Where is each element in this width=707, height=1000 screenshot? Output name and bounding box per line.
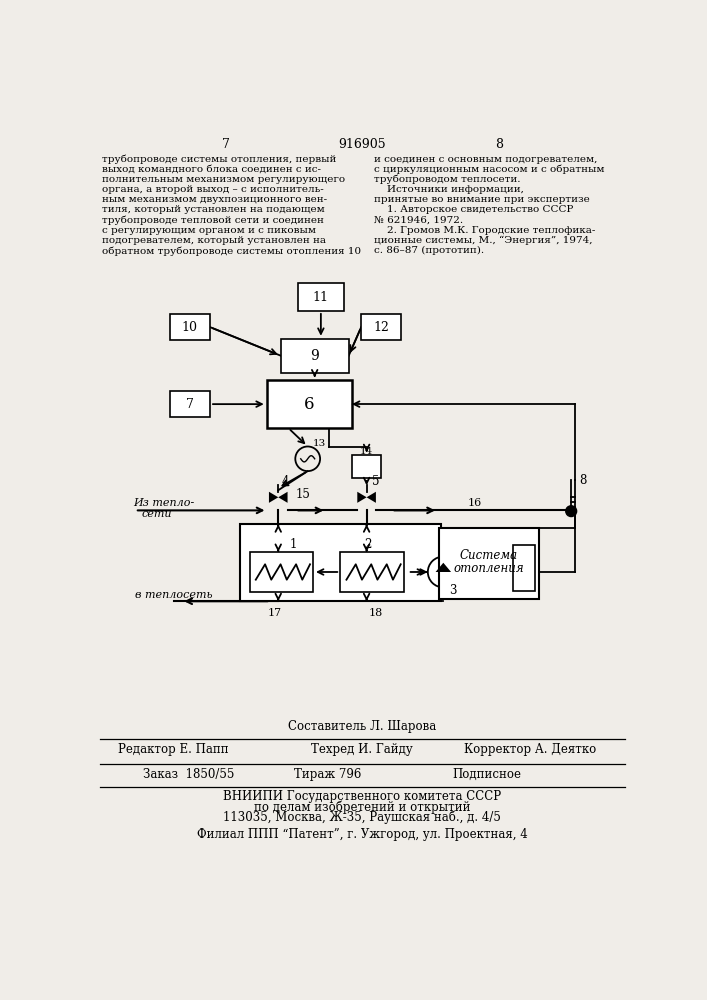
Text: тиля, который установлен на подающем: тиля, который установлен на подающем xyxy=(103,205,325,214)
Text: с. 86–87 (прототип).: с. 86–87 (прототип). xyxy=(373,246,484,255)
Text: 2: 2 xyxy=(365,538,372,551)
Text: 13: 13 xyxy=(313,439,327,448)
Text: органа, а второй выход – с исполнитель-: органа, а второй выход – с исполнитель- xyxy=(103,185,324,194)
Text: Система: Система xyxy=(460,549,518,562)
Text: обратном трубопроводе системы отопления 10: обратном трубопроводе системы отопления … xyxy=(103,246,361,256)
Text: 2. Громов М.К. Городские теплофика-: 2. Громов М.К. Городские теплофика- xyxy=(373,226,595,235)
Bar xyxy=(240,524,441,601)
Text: 7: 7 xyxy=(221,138,230,151)
Text: Корректор А. Деятко: Корректор А. Деятко xyxy=(464,743,596,756)
Text: № 621946, 1972.: № 621946, 1972. xyxy=(373,216,462,225)
Text: 8: 8 xyxy=(495,138,503,151)
Text: отопления: отопления xyxy=(454,562,525,575)
Text: выход командного блока соединен с ис-: выход командного блока соединен с ис- xyxy=(103,165,321,174)
Text: 1. Авторское свидетельство СССР: 1. Авторское свидетельство СССР xyxy=(373,205,573,214)
Polygon shape xyxy=(269,492,279,503)
Bar xyxy=(170,391,210,417)
Text: 5: 5 xyxy=(372,475,380,488)
Text: 4: 4 xyxy=(282,475,290,488)
Text: 3: 3 xyxy=(450,584,457,597)
Polygon shape xyxy=(357,492,367,503)
Text: 18: 18 xyxy=(368,608,382,618)
Text: Заказ  1850/55: Заказ 1850/55 xyxy=(143,768,234,781)
Text: 113035, Москва, Ж-35, Раушская наб., д. 4/5: 113035, Москва, Ж-35, Раушская наб., д. … xyxy=(223,811,501,824)
Text: 10: 10 xyxy=(182,321,198,334)
Text: подогревателем, который установлен на: подогревателем, который установлен на xyxy=(103,236,327,245)
Bar xyxy=(352,455,381,478)
Text: ционные системы, М., “Энергия”, 1974,: ционные системы, М., “Энергия”, 1974, xyxy=(373,236,592,245)
Text: Техред И. Гайду: Техред И. Гайду xyxy=(311,743,413,756)
Text: 11: 11 xyxy=(313,291,329,304)
Text: и соединен с основным подогревателем,: и соединен с основным подогревателем, xyxy=(373,155,597,164)
Text: Составитель Л. Шарова: Составитель Л. Шарова xyxy=(288,720,436,733)
Bar xyxy=(170,314,210,340)
Text: 8: 8 xyxy=(579,474,586,487)
Bar xyxy=(281,339,349,373)
Bar xyxy=(267,380,352,428)
Text: полнительным механизмом регулирующего: полнительным механизмом регулирующего xyxy=(103,175,346,184)
Text: трубопроводе системы отопления, первый: трубопроводе системы отопления, первый xyxy=(103,155,337,164)
Bar xyxy=(361,314,402,340)
Bar xyxy=(438,528,539,599)
Text: трубопроводом теплосети.: трубопроводом теплосети. xyxy=(373,175,520,184)
Text: Редактор Е. Папп: Редактор Е. Папп xyxy=(118,743,229,756)
Text: по делам изобретений и открытий: по делам изобретений и открытий xyxy=(254,800,470,814)
Text: 17: 17 xyxy=(267,608,281,618)
Bar xyxy=(513,545,534,591)
Text: Тираж 796: Тираж 796 xyxy=(293,768,361,781)
Text: ВНИИПИ Государственного комитета СССР: ВНИИПИ Государственного комитета СССР xyxy=(223,790,501,803)
Text: 9: 9 xyxy=(310,349,319,363)
Polygon shape xyxy=(279,492,288,503)
Polygon shape xyxy=(436,563,451,572)
Text: с циркуляционным насосом и с обратным: с циркуляционным насосом и с обратным xyxy=(373,165,604,174)
Circle shape xyxy=(566,506,577,517)
Text: 14: 14 xyxy=(360,447,373,456)
Text: Филиал ППП “Патент”, г. Ужгород, ул. Проектная, 4: Филиал ППП “Патент”, г. Ужгород, ул. Про… xyxy=(197,828,527,841)
Text: 16: 16 xyxy=(468,498,482,508)
Polygon shape xyxy=(367,492,376,503)
Text: с регулирующим органом и с пиковым: с регулирующим органом и с пиковым xyxy=(103,226,316,235)
Text: трубопроводе тепловой сети и соединен: трубопроводе тепловой сети и соединен xyxy=(103,216,325,225)
Bar xyxy=(298,283,344,311)
Text: 6: 6 xyxy=(304,396,315,413)
Text: принятые во внимание при экспертизе: принятые во внимание при экспертизе xyxy=(373,195,590,204)
Text: ным механизмом двухпозиционного вен-: ным механизмом двухпозиционного вен- xyxy=(103,195,327,204)
Text: Подписное: Подписное xyxy=(452,768,522,781)
Bar xyxy=(340,552,404,592)
Text: в теплосеть: в теплосеть xyxy=(135,590,212,600)
Text: сети: сети xyxy=(141,509,172,519)
Text: 15: 15 xyxy=(296,488,310,501)
Text: 916905: 916905 xyxy=(338,138,386,151)
Text: Из тепло-: Из тепло- xyxy=(134,498,194,508)
Bar xyxy=(250,552,313,592)
Text: Источники информации,: Источники информации, xyxy=(373,185,523,194)
Text: 7: 7 xyxy=(186,398,194,411)
Text: 12: 12 xyxy=(373,321,390,334)
Text: 1: 1 xyxy=(289,538,297,551)
